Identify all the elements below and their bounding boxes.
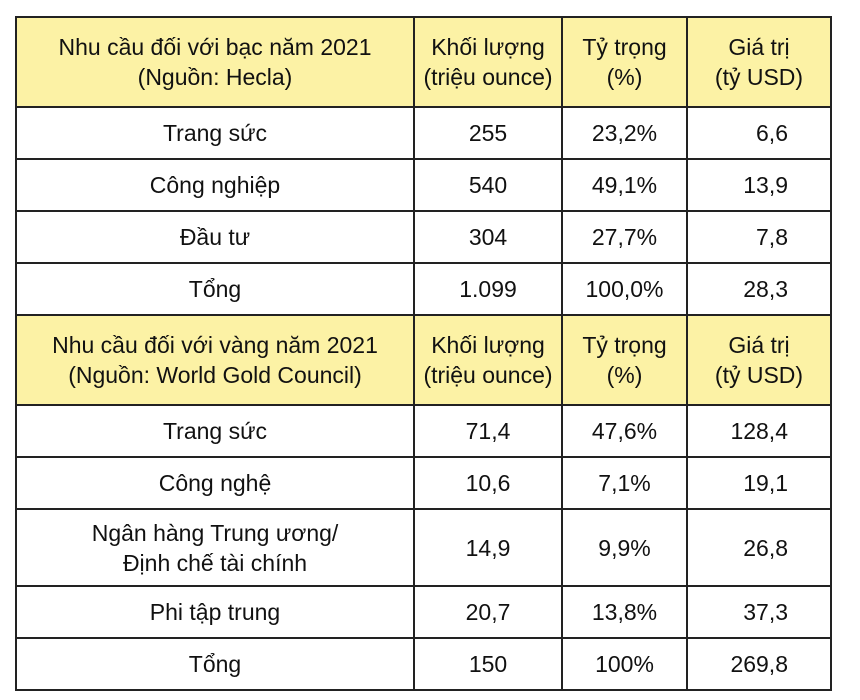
silver-share-header: Tỷ trọng (%) [561, 16, 688, 108]
silver-total-row: Tổng 1.099 100,0% 28,3 [15, 262, 832, 316]
row-volume: 304 [413, 210, 563, 264]
row-label: Đầu tư [15, 210, 415, 264]
row-volume: 255 [413, 106, 563, 160]
silver-value-header: Giá trị (tỷ USD) [686, 16, 832, 108]
gold-volume-header: Khối lượng (triệu ounce) [413, 314, 563, 406]
value-header-unit: (tỷ USD) [714, 64, 804, 90]
row-share: 100,0% [561, 262, 688, 316]
row-volume: 71,4 [413, 404, 563, 458]
row-value: 19,1 [686, 456, 832, 510]
volume-header-label: Khối lượng [431, 34, 545, 60]
row-volume: 1.099 [413, 262, 563, 316]
volume-header-label: Khối lượng [431, 332, 545, 358]
row-label: Tổng [15, 637, 415, 691]
table-row: Ngân hàng Trung ương/ Định chế tài chính… [15, 508, 832, 587]
table-row: Công nghệ 10,6 7,1% 19,1 [15, 456, 832, 510]
row-value: 13,9 [686, 158, 832, 212]
row-label: Trang sức [15, 404, 415, 458]
share-header-unit: (%) [606, 64, 643, 90]
row-share: 100% [561, 637, 688, 691]
row-value: 128,4 [686, 404, 832, 458]
row-share: 13,8% [561, 585, 688, 639]
row-value: 26,8 [686, 508, 832, 587]
row-share: 23,2% [561, 106, 688, 160]
row-share: 49,1% [561, 158, 688, 212]
gold-share-header: Tỷ trọng (%) [561, 314, 688, 406]
value-header-label: Giá trị [728, 34, 790, 60]
demand-table-container: Nhu cầu đối với bạc năm 2021 (Nguồn: Hec… [15, 16, 832, 691]
table-row: Công nghiệp 540 49,1% 13,9 [15, 158, 832, 212]
row-value: 7,8 [686, 210, 832, 264]
silver-source: (Nguồn: Hecla) [137, 64, 293, 90]
row-volume: 150 [413, 637, 563, 691]
row-label-line: Định chế tài chính [122, 549, 308, 576]
gold-total-row: Tổng 150 100% 269,8 [15, 637, 832, 691]
row-value: 28,3 [686, 262, 832, 316]
gold-value-header: Giá trị (tỷ USD) [686, 314, 832, 406]
row-label: Phi tập trung [15, 585, 415, 639]
row-value: 6,6 [686, 106, 832, 160]
gold-title: Nhu cầu đối với vàng năm 2021 [52, 332, 378, 358]
silver-header-row: Nhu cầu đối với bạc năm 2021 (Nguồn: Hec… [15, 16, 832, 108]
table-row: Trang sức 255 23,2% 6,6 [15, 106, 832, 160]
demand-table: Nhu cầu đối với bạc năm 2021 (Nguồn: Hec… [15, 16, 832, 691]
row-value: 269,8 [686, 637, 832, 691]
volume-header-unit: (triệu ounce) [423, 64, 553, 90]
row-volume: 540 [413, 158, 563, 212]
gold-source: (Nguồn: World Gold Council) [68, 362, 362, 388]
silver-volume-header: Khối lượng (triệu ounce) [413, 16, 563, 108]
row-share: 9,9% [561, 508, 688, 587]
share-header-label: Tỷ trọng [582, 332, 667, 358]
silver-title-cell: Nhu cầu đối với bạc năm 2021 (Nguồn: Hec… [15, 16, 415, 108]
gold-header-row: Nhu cầu đối với vàng năm 2021 (Nguồn: Wo… [15, 314, 832, 406]
row-share: 47,6% [561, 404, 688, 458]
gold-title-cell: Nhu cầu đối với vàng năm 2021 (Nguồn: Wo… [15, 314, 415, 406]
row-label: Tổng [15, 262, 415, 316]
silver-title: Nhu cầu đối với bạc năm 2021 [58, 34, 372, 60]
row-volume: 20,7 [413, 585, 563, 639]
table-row: Phi tập trung 20,7 13,8% 37,3 [15, 585, 832, 639]
row-share: 7,1% [561, 456, 688, 510]
value-header-label: Giá trị [728, 332, 790, 358]
row-label: Công nghệ [15, 456, 415, 510]
row-label: Trang sức [15, 106, 415, 160]
row-label: Ngân hàng Trung ương/ Định chế tài chính [15, 508, 415, 587]
share-header-unit: (%) [606, 362, 643, 388]
volume-header-unit: (triệu ounce) [423, 362, 553, 388]
table-row: Đầu tư 304 27,7% 7,8 [15, 210, 832, 264]
row-volume: 14,9 [413, 508, 563, 587]
share-header-label: Tỷ trọng [582, 34, 667, 60]
row-label: Công nghiệp [15, 158, 415, 212]
value-header-unit: (tỷ USD) [714, 362, 804, 388]
row-value: 37,3 [686, 585, 832, 639]
row-volume: 10,6 [413, 456, 563, 510]
row-label-line: Ngân hàng Trung ương/ [91, 519, 339, 546]
table-row: Trang sức 71,4 47,6% 128,4 [15, 404, 832, 458]
row-share: 27,7% [561, 210, 688, 264]
